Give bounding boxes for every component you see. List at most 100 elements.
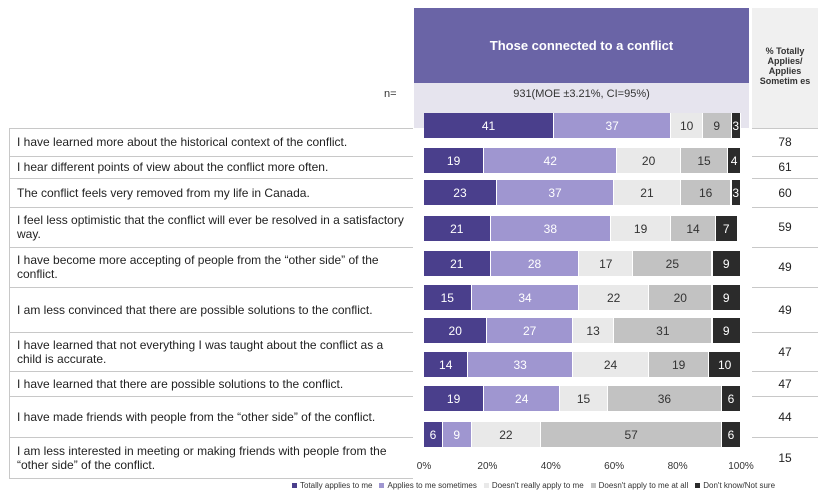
bar-value-label: 10 (679, 118, 694, 133)
bar-value-label: 57 (624, 427, 638, 442)
bar-value-label: 15 (697, 153, 711, 168)
bar-value-label: 24 (515, 391, 529, 406)
bar-segment: 19 (424, 386, 485, 411)
bar-segment: 10 (709, 352, 741, 377)
legend-label: Doesn't really apply to me (491, 481, 584, 490)
bar-value-label: 16 (698, 185, 713, 200)
row-divider (9, 128, 413, 129)
row-divider (9, 178, 413, 179)
group-header: Those connected to a conflict (414, 8, 749, 83)
pct-row-divider (752, 178, 818, 179)
legend-swatch (590, 483, 596, 488)
bar-value-label: 19 (446, 153, 461, 168)
bar-segment: 27 (487, 318, 573, 343)
bar-segment: 3 (731, 180, 741, 205)
row-divider (9, 371, 413, 372)
bar-segment: 21 (614, 180, 681, 205)
pct-row-divider (752, 332, 818, 333)
bar-segment: 37 (554, 113, 672, 138)
bar-value-label: 15 (576, 391, 591, 406)
bar-value-label: 34 (518, 290, 532, 305)
pct-row-divider (752, 247, 818, 248)
bar-segment: 15 (560, 386, 608, 411)
row-total: 15 (778, 450, 792, 465)
legend-swatch (483, 483, 489, 488)
row-total: 49 (778, 260, 792, 274)
x-tick-label: 40% (540, 461, 561, 472)
bar-value-label: 31 (656, 323, 670, 338)
bar-segment: 6 (424, 422, 443, 447)
row-label: I have learned that there are possible s… (17, 376, 344, 391)
legend-item: Applies to me sometimes (379, 481, 477, 490)
bar-segment: 24 (573, 352, 650, 377)
legend-item: Totally applies to me (292, 481, 372, 490)
bar-segment: 17 (579, 251, 634, 276)
bar-value-label: 25 (665, 256, 680, 271)
legend-item: Doesn't apply to me at all (590, 481, 689, 490)
legend-label: Doesn't apply to me at all (598, 481, 689, 490)
bar-segment: 9 (443, 422, 472, 447)
sample-size: 931(MOE ±3.21%, CI=95%) (414, 83, 749, 105)
bar-segment: 24 (484, 386, 561, 411)
bar-segment: 3 (731, 113, 741, 138)
bar-segment: 13 (573, 318, 615, 343)
bar-value-label: 19 (446, 391, 461, 406)
row-label: I am less convinced that there are possi… (17, 302, 373, 317)
bar-value-label: 28 (527, 256, 542, 271)
row-total: 78 (778, 135, 792, 149)
bar-segment: 22 (471, 422, 542, 447)
bar-segment: 6 (722, 386, 741, 411)
bar-segment: 33 (468, 352, 573, 377)
legend-item: Doesn't really apply to me (483, 481, 584, 490)
bar-segment: 15 (424, 285, 472, 310)
row-label: I have made friends with people from the… (17, 409, 376, 424)
legend-label: Applies to me sometimes (387, 481, 477, 490)
bar-value-label: 37 (548, 185, 562, 200)
bar-value-label: 27 (523, 323, 537, 338)
bar-segment: 20 (649, 285, 713, 310)
row-label: The conflict feels very removed from my … (17, 185, 310, 200)
bar-value-label: 3 (732, 185, 740, 200)
bar-value-label: 19 (672, 357, 686, 372)
bar-value-label: 21 (450, 221, 464, 236)
bar-value-label: 21 (640, 185, 654, 200)
bar-value-label: 23 (453, 185, 467, 200)
row-divider (9, 396, 413, 397)
row-total: 61 (778, 160, 792, 174)
bar-segment: 7 (715, 216, 738, 241)
bar-segment: 41 (424, 113, 554, 138)
bar-value-label: 9 (722, 323, 730, 338)
row-divider (9, 478, 413, 479)
row-divider (9, 207, 413, 208)
bar-segment: 16 (680, 180, 732, 205)
pct-row-divider (752, 207, 818, 208)
bar-value-label: 20 (641, 153, 656, 168)
bar-segment: 57 (541, 422, 722, 447)
bar-value-label: 21 (450, 256, 464, 271)
legend-swatch (695, 483, 701, 488)
bar-segment: 20 (424, 318, 488, 343)
bar-segment: 42 (484, 148, 618, 173)
bar-segment: 22 (579, 285, 649, 310)
bar-segment: 6 (722, 422, 741, 447)
bar-value-label: 15 (440, 290, 454, 305)
bar-value-label: 22 (606, 290, 621, 305)
bar-segment: 10 (671, 113, 703, 138)
bar-segment: 19 (424, 148, 485, 173)
legend-label: Totally applies to me (300, 481, 373, 490)
x-tick-label: 60% (604, 461, 625, 472)
row-total: 60 (778, 185, 792, 200)
bar-value-label: 9 (453, 427, 461, 442)
bar-segment: 9 (712, 318, 741, 343)
x-tick-label: 100% (728, 461, 754, 472)
bar-segment: 25 (633, 251, 713, 276)
bar-segment: 23 (424, 180, 497, 205)
bar-segment: 31 (614, 318, 713, 343)
row-total: 44 (778, 409, 792, 424)
bar-value-label: 6 (727, 391, 735, 406)
bar-segment: 36 (607, 386, 722, 411)
row-divider (9, 287, 413, 288)
pct-row-divider (752, 287, 818, 288)
bar-segment: 34 (471, 285, 580, 310)
